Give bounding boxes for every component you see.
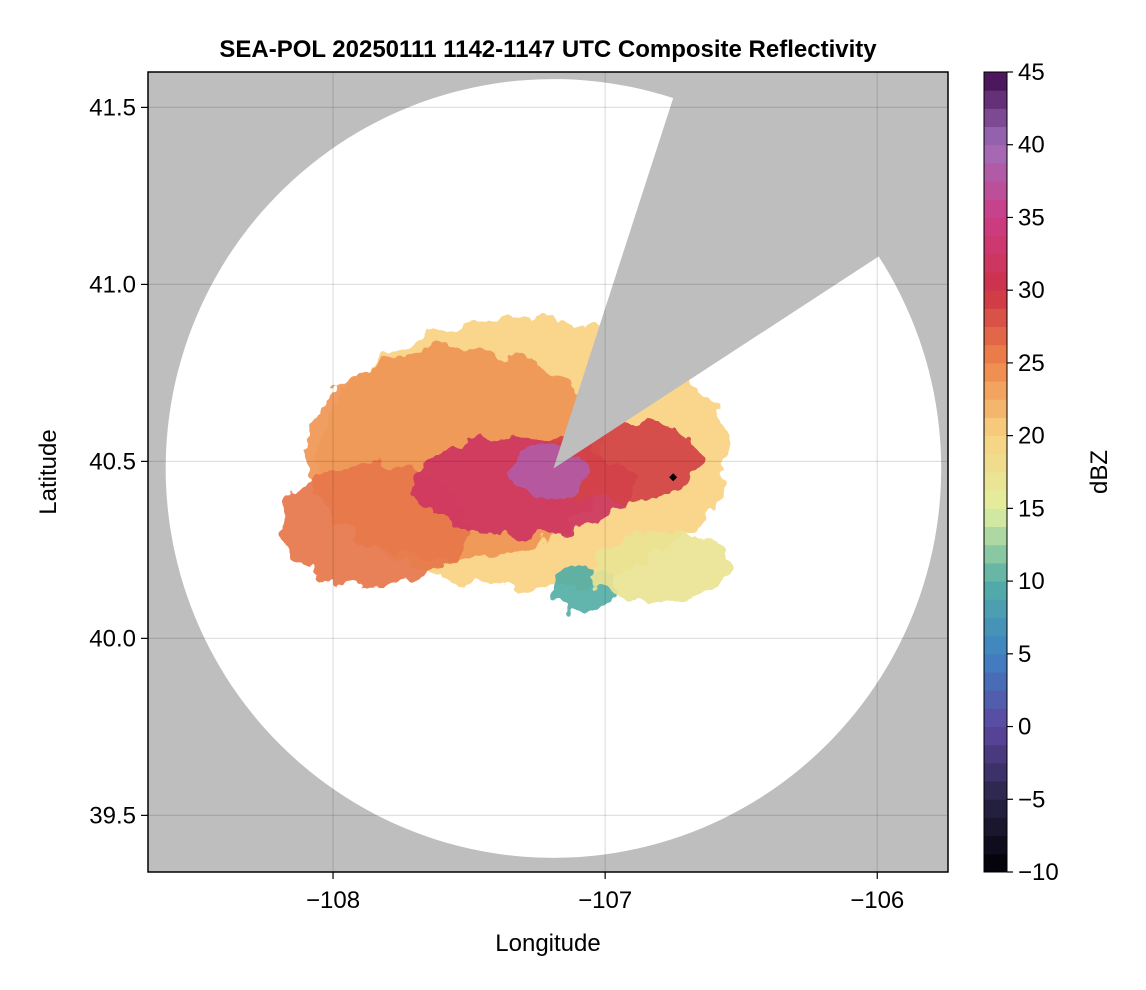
y-tick-label: 40.5 (89, 448, 136, 475)
colorbar-band (984, 690, 1007, 709)
colorbar-band (984, 708, 1007, 728)
colorbar-band (984, 744, 1007, 764)
colorbar-tick-label: 15 (1018, 495, 1045, 522)
colorbar-band (984, 72, 1007, 91)
colorbar-band (984, 272, 1007, 291)
colorbar-bands (984, 72, 1007, 873)
y-axis: 39.5 40.0 40.5 41.0 41.5 (89, 94, 148, 829)
colorbar-frame (983, 71, 1008, 873)
plot-frame (147, 71, 949, 873)
colorbar-band (984, 562, 1007, 582)
echo-region (591, 532, 728, 603)
colorbar-band (984, 453, 1007, 473)
colorbar-band (984, 672, 1007, 691)
x-tick-label: −106 (850, 887, 904, 914)
y-tick-label: 41.0 (89, 271, 136, 298)
y-tick-label: 41.5 (89, 94, 136, 121)
colorbar-band (984, 362, 1007, 382)
colorbar-band (984, 490, 1007, 509)
y-axis-label: Latitude (35, 429, 62, 514)
echo-region (512, 443, 589, 501)
blocked-sector (553, 98, 879, 469)
colorbar-band (984, 653, 1007, 673)
colorbar-band (984, 581, 1007, 600)
colorbar-band (984, 617, 1007, 637)
colorbar: −10 −5 0 5 10 15 20 25 30 35 40 45 dBZ (983, 59, 1113, 886)
colorbar-band (984, 253, 1007, 273)
colorbar-band (984, 217, 1007, 237)
colorbar-band (984, 417, 1007, 437)
colorbar-band (984, 235, 1007, 255)
colorbar-tick-label: 30 (1018, 277, 1045, 304)
colorbar-label: dBZ (1086, 450, 1113, 494)
colorbar-tick-label: 10 (1018, 568, 1045, 595)
colorbar-band (984, 344, 1007, 364)
colorbar-band (984, 308, 1007, 328)
colorbar-tick-label: 20 (1018, 423, 1045, 450)
colorbar-band (984, 162, 1007, 182)
colorbar-tick-label: 35 (1018, 204, 1045, 231)
colorbar-band (984, 472, 1007, 491)
colorbar-tick-label: −10 (1018, 859, 1059, 886)
colorbar-band (984, 326, 1007, 346)
site-marker (669, 473, 678, 482)
colorbar-band (984, 726, 1007, 746)
colorbar-band (984, 853, 1007, 873)
colorbar-band (984, 199, 1007, 218)
colorbar-band (984, 381, 1007, 400)
colorbar-band (984, 144, 1007, 164)
x-axis: −108 −107 −106 (306, 872, 904, 914)
colorbar-tick-label: 45 (1018, 59, 1045, 86)
colorbar-band (984, 126, 1007, 146)
plot-area (148, 72, 948, 872)
colorbar-band (984, 817, 1007, 837)
colorbar-band (984, 108, 1007, 128)
grid-lines (148, 72, 948, 872)
chart-title: SEA-POL 20250111 1142-1147 UTC Composite… (219, 36, 877, 63)
colorbar-ticks: −10 −5 0 5 10 15 20 25 30 35 40 45 (1007, 59, 1059, 886)
colorbar-band (984, 799, 1007, 818)
site-marker-layer (669, 473, 678, 482)
colorbar-tick-label: 40 (1018, 132, 1045, 159)
x-tick-label: −107 (578, 887, 632, 914)
colorbar-band (984, 508, 1007, 528)
colorbar-band (984, 435, 1007, 455)
x-axis-label: Longitude (495, 930, 600, 957)
colorbar-band (984, 635, 1007, 655)
colorbar-band (984, 181, 1007, 200)
colorbar-tick-label: 5 (1018, 641, 1031, 668)
x-tick-label: −108 (306, 887, 360, 914)
colorbar-band (984, 544, 1007, 564)
colorbar-band (984, 599, 1007, 618)
colorbar-band (984, 399, 1007, 418)
colorbar-band (984, 835, 1007, 855)
colorbar-band (984, 781, 1007, 800)
colorbar-band (984, 526, 1007, 546)
colorbar-tick-label: 25 (1018, 350, 1045, 377)
colorbar-band (984, 90, 1007, 109)
colorbar-tick-label: 0 (1018, 714, 1031, 741)
colorbar-band (984, 762, 1007, 782)
colorbar-tick-label: −5 (1018, 786, 1045, 813)
y-tick-label: 40.0 (89, 625, 136, 652)
colorbar-band (984, 290, 1007, 309)
y-tick-label: 39.5 (89, 802, 136, 829)
